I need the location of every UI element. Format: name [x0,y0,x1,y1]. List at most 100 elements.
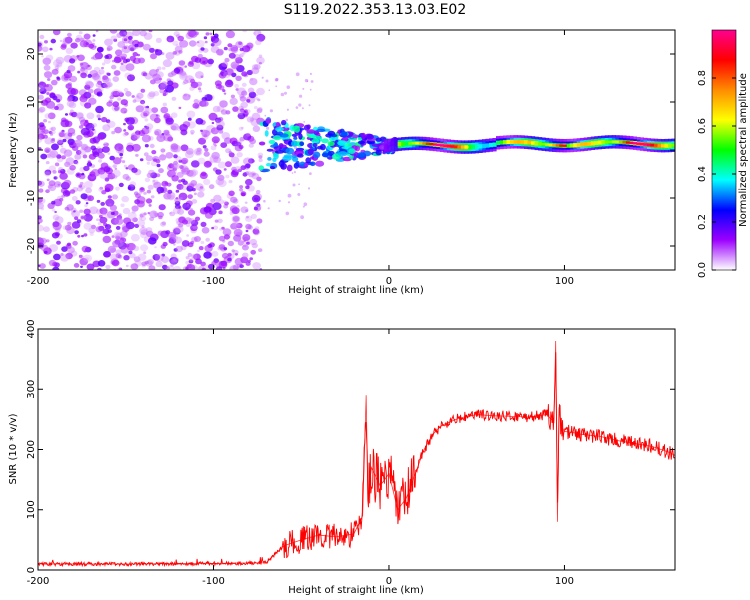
noise-blob [83,165,90,172]
noise-blob [254,197,259,201]
noise-blob [241,244,249,251]
snr-series-trend [38,341,675,565]
signal-band-segment [615,140,620,144]
noise-blob [59,132,65,138]
noise-blob [136,200,145,208]
noise-blob [145,126,150,130]
noise-blob [48,184,57,192]
noise-blob [118,182,124,188]
noise-blob [234,83,240,89]
noise-blob [161,221,166,226]
noise-blob [175,197,179,200]
noise-blob [93,66,101,73]
noise-blob [97,148,104,154]
noise-blob [172,51,178,55]
noise-blob [253,64,261,70]
noise-blob [116,32,123,39]
noise-blob [162,102,167,107]
noise-blob [51,200,56,205]
noise-blob [70,88,79,95]
noise-blob [38,133,45,140]
noise-blob [105,143,109,146]
noise-blob [251,172,260,180]
noise-blob [46,92,50,95]
noise-blob [38,202,44,210]
noise-blob [50,126,57,131]
signal-blob [291,140,298,147]
noise-blob [145,108,150,112]
noise-blob [182,93,191,101]
noise-blob [247,87,255,94]
noise-blob [57,138,64,144]
noise-blob [155,37,162,44]
noise-blob [189,86,195,91]
noise-blob [285,118,289,122]
noise-blob [247,259,251,263]
noise-blob [161,253,165,257]
noise-blob [83,181,93,189]
noise-blob [157,230,164,236]
noise-blob [67,32,72,38]
colorbar-label: Normalized spectral amplitude [738,73,749,227]
noise-blob [228,179,233,184]
noise-blob [54,181,62,188]
noise-blob [83,213,93,222]
noise-blob [199,172,208,180]
signal-band-segment [387,138,392,153]
noise-blob [110,35,118,41]
noise-blob [114,143,124,152]
signal-band-segment [404,141,409,146]
noise-blob [274,78,278,82]
noise-blob [156,134,166,143]
snr-x-label: Height of straight line (km) [288,585,424,596]
noise-blob [162,241,168,247]
colorbar-ticks: 0.0 0.2 0.4 0.6 0.8 [697,29,737,278]
noise-blob [173,257,180,263]
noise-blob [169,211,176,217]
noise-blob [212,105,221,113]
signal-band-segment [555,144,560,147]
noise-blob [97,117,101,121]
signal-blob [266,148,274,152]
noise-blob [54,162,60,167]
noise-blob [81,172,85,176]
noise-blob [93,75,101,82]
noise-blob [131,74,135,78]
noise-blob [97,222,102,226]
noise-blob [160,153,165,157]
noise-blob [115,225,121,230]
noise-blob [50,38,56,44]
noise-blob [253,32,257,35]
signal-band-segment [425,142,430,145]
noise-blob [85,64,92,71]
noise-blob [88,175,96,182]
noise-blob [123,255,130,261]
noise-blob [258,155,263,159]
noise-blob [101,211,107,216]
noise-blob [309,172,312,176]
noise-blob [146,105,150,109]
noise-blob [286,85,291,89]
noise-blob [275,85,278,88]
colorbar-tick-label: 0.0 [697,262,708,278]
noise-blob [64,161,71,167]
noise-blob [80,127,90,136]
noise-blob [128,44,137,52]
noise-blob [150,79,156,85]
noise-blob [143,251,147,254]
spectrogram-x-label: Height of straight line (km) [288,285,424,296]
noise-blob [123,164,127,168]
noise-blob [55,200,63,207]
noise-blob [99,186,104,190]
noise-blob [120,203,125,207]
noise-blob [170,263,174,267]
noise-blob [120,107,128,114]
noise-blob [168,163,175,169]
signal-band-segment [573,143,578,148]
noise-blob [170,123,180,131]
signal-band-segment [559,144,564,147]
noise-blob [114,217,124,226]
signal-blob [371,143,382,147]
noise-blob [190,169,199,176]
signal-band-segment [580,142,585,147]
